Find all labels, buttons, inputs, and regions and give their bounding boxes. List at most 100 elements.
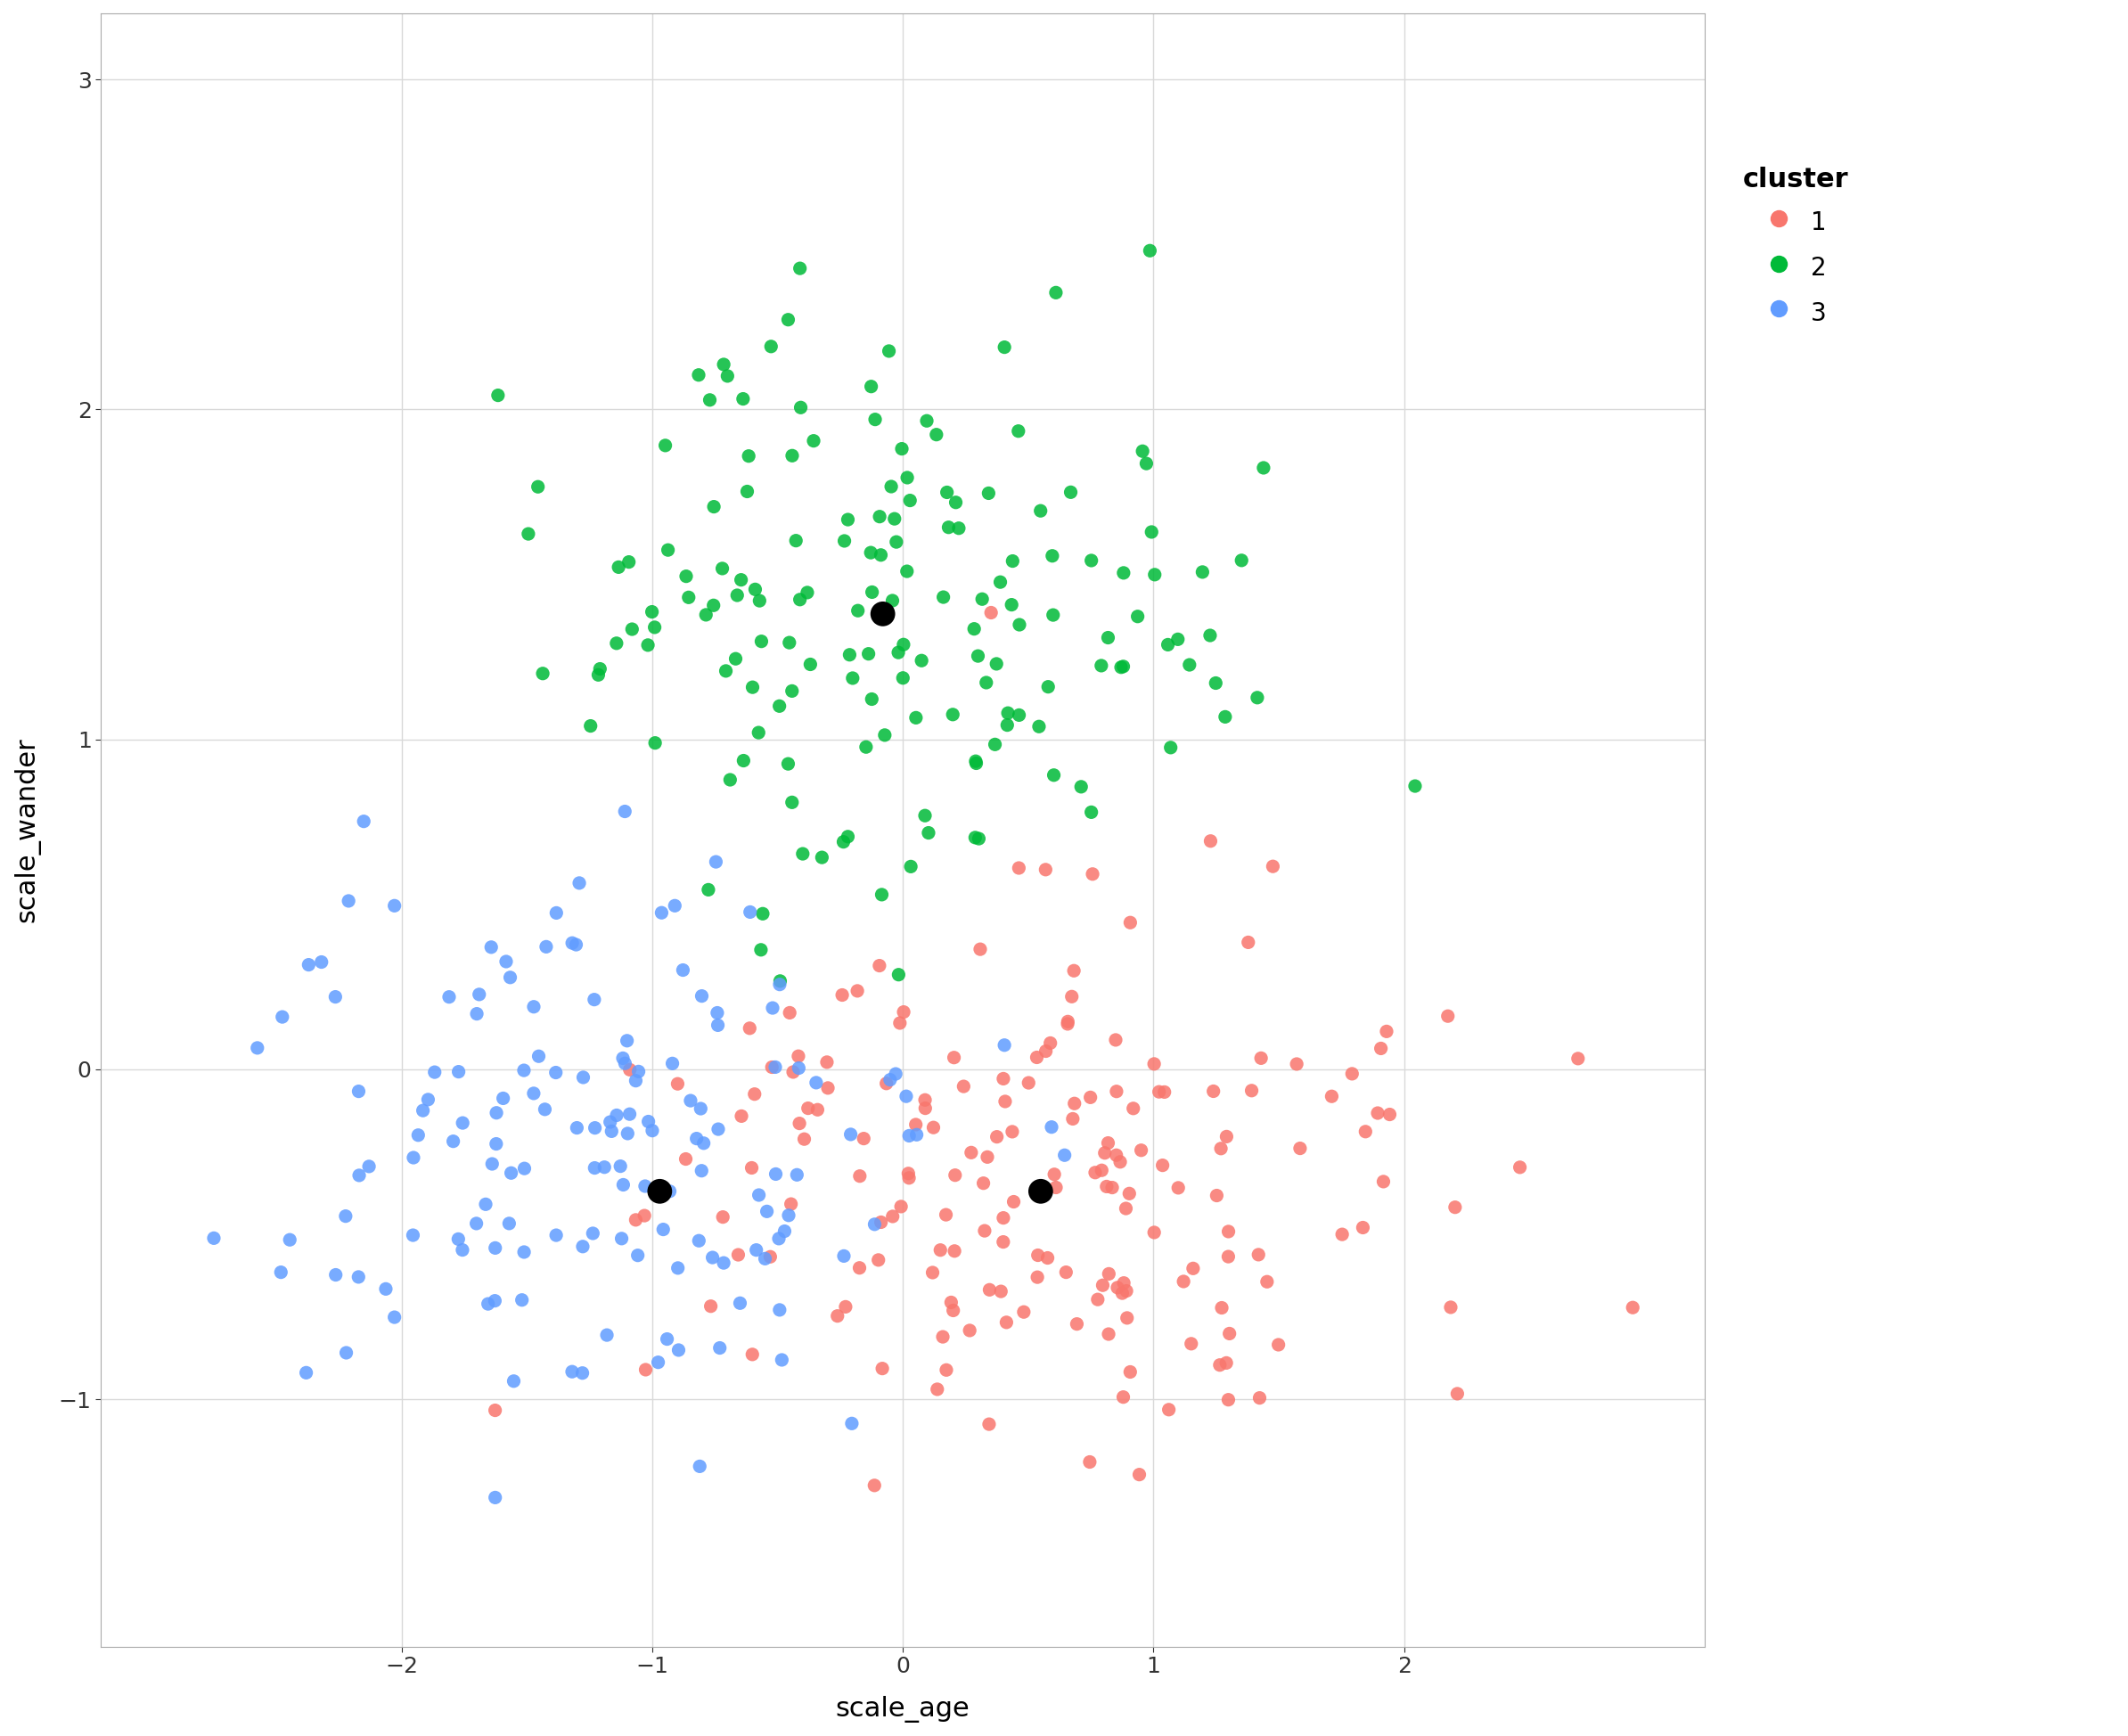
Point bbox=[858, 1210, 892, 1238]
Point bbox=[745, 936, 779, 963]
Point bbox=[602, 554, 636, 582]
Point bbox=[1430, 1002, 1464, 1029]
Point bbox=[862, 1246, 896, 1274]
Point bbox=[1315, 1083, 1349, 1111]
Point bbox=[885, 665, 919, 693]
Point bbox=[851, 641, 885, 668]
Point bbox=[1162, 625, 1196, 653]
Point bbox=[855, 686, 890, 713]
Point bbox=[319, 983, 353, 1010]
Point bbox=[694, 385, 728, 413]
Point bbox=[1049, 1259, 1083, 1286]
Point bbox=[879, 528, 913, 556]
Point bbox=[796, 427, 830, 455]
Point bbox=[402, 1121, 436, 1149]
Point bbox=[611, 1120, 645, 1147]
Point bbox=[983, 1278, 1017, 1305]
Point bbox=[894, 852, 928, 880]
Point bbox=[762, 970, 796, 998]
Point bbox=[870, 1069, 904, 1097]
Point bbox=[440, 1226, 475, 1253]
Point bbox=[898, 703, 932, 731]
Point bbox=[517, 993, 551, 1021]
Point bbox=[706, 1248, 741, 1276]
Point bbox=[762, 1297, 796, 1325]
Point bbox=[655, 1050, 689, 1078]
Point bbox=[828, 1243, 862, 1271]
Point bbox=[841, 977, 875, 1005]
Point bbox=[594, 1118, 628, 1146]
Point bbox=[936, 1297, 970, 1325]
Point bbox=[987, 333, 1021, 361]
Point bbox=[866, 1354, 900, 1382]
Point bbox=[679, 1125, 713, 1153]
Point bbox=[866, 601, 900, 628]
Point bbox=[975, 599, 1009, 627]
Point bbox=[1047, 1141, 1081, 1168]
Point bbox=[890, 557, 924, 585]
Point bbox=[987, 1031, 1021, 1059]
Point bbox=[858, 406, 892, 434]
Point bbox=[1262, 1332, 1296, 1359]
Point bbox=[555, 929, 589, 957]
Point bbox=[938, 1238, 972, 1266]
Point bbox=[862, 951, 896, 979]
Point bbox=[649, 432, 683, 460]
X-axis label: scale_age: scale_age bbox=[836, 1696, 970, 1722]
Point bbox=[881, 639, 915, 667]
Point bbox=[915, 1259, 949, 1286]
Point bbox=[890, 464, 924, 491]
Point bbox=[638, 729, 672, 757]
Point bbox=[538, 899, 572, 927]
Point bbox=[1064, 773, 1098, 800]
Point bbox=[970, 1142, 1004, 1170]
Point bbox=[1058, 1090, 1092, 1118]
Point bbox=[755, 995, 789, 1023]
Point bbox=[732, 443, 766, 470]
Point bbox=[696, 493, 730, 521]
Point bbox=[1194, 621, 1228, 649]
Point bbox=[606, 1045, 641, 1073]
Point bbox=[672, 583, 706, 611]
Point bbox=[587, 1153, 621, 1180]
Point bbox=[1104, 1279, 1138, 1307]
Point bbox=[1098, 1026, 1132, 1054]
Point bbox=[266, 1003, 300, 1031]
Point bbox=[992, 700, 1026, 727]
Point bbox=[1117, 1094, 1151, 1121]
Point bbox=[1028, 856, 1062, 884]
Point bbox=[1373, 1101, 1407, 1128]
Point bbox=[745, 627, 779, 654]
Point bbox=[794, 651, 828, 679]
Point bbox=[1113, 908, 1147, 936]
Point bbox=[489, 948, 523, 976]
Point bbox=[947, 1073, 981, 1101]
Point bbox=[979, 731, 1013, 759]
Point bbox=[485, 1085, 519, 1113]
Point bbox=[804, 844, 838, 871]
Point bbox=[1109, 1278, 1143, 1305]
Point bbox=[1075, 859, 1109, 887]
Point bbox=[743, 1180, 777, 1208]
Point bbox=[1209, 703, 1243, 731]
Point bbox=[775, 441, 809, 469]
Point bbox=[709, 656, 743, 684]
Point bbox=[1019, 1264, 1053, 1292]
Point bbox=[504, 1286, 538, 1314]
Point bbox=[892, 1160, 926, 1187]
Point bbox=[619, 1068, 653, 1095]
Point bbox=[696, 1243, 730, 1271]
Point bbox=[1562, 1045, 1596, 1073]
Point bbox=[681, 1227, 715, 1255]
Point bbox=[1204, 1135, 1238, 1163]
Point bbox=[996, 1118, 1030, 1146]
Point bbox=[1090, 1172, 1124, 1200]
Point bbox=[632, 1108, 666, 1135]
Point bbox=[1024, 1177, 1058, 1205]
Point bbox=[1175, 1330, 1209, 1358]
Point bbox=[1036, 760, 1070, 788]
Point bbox=[692, 877, 726, 904]
Point bbox=[770, 750, 804, 778]
Point bbox=[1326, 1220, 1360, 1248]
Point bbox=[960, 746, 994, 774]
